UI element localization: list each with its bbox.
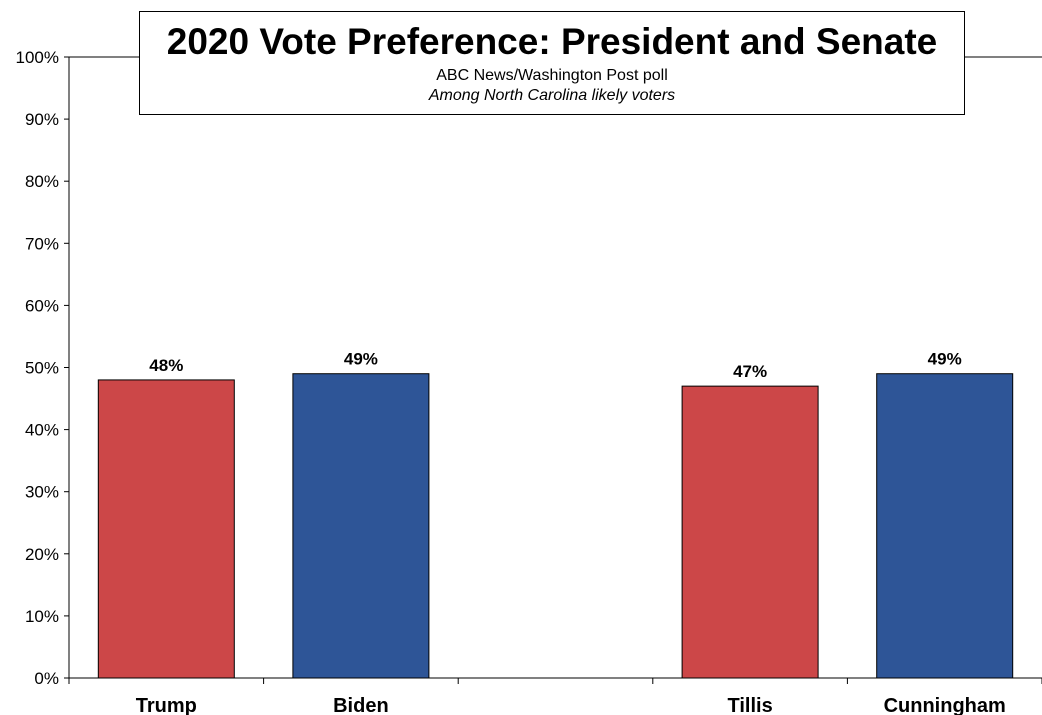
y-tick-label: 50% — [25, 359, 59, 378]
chart-title: 2020 Vote Preference: President and Sena… — [166, 21, 938, 62]
title-box: 2020 Vote Preference: President and Sena… — [139, 11, 965, 115]
y-tick-label: 80% — [25, 172, 59, 191]
bar-cunningham — [876, 373, 1014, 679]
y-tick-label: 40% — [25, 421, 59, 440]
y-tick-label: 10% — [25, 607, 59, 626]
bars — [97, 373, 1014, 679]
bar-tillis — [681, 385, 819, 679]
bar-trump — [97, 379, 235, 679]
y-tick-label: 20% — [25, 545, 59, 564]
y-tick-label: 70% — [25, 234, 59, 253]
data-label: 49% — [344, 350, 378, 369]
y-tick-label: 0% — [34, 669, 59, 688]
y-tick-label: 60% — [25, 296, 59, 315]
y-tick-label: 100% — [16, 48, 59, 67]
category-label: Biden — [333, 695, 389, 715]
chart-subtitle: ABC News/Washington Post poll — [436, 67, 668, 84]
data-label: 48% — [149, 356, 183, 375]
chart-note: Among North Carolina likely voters — [428, 87, 676, 104]
data-label: 49% — [928, 350, 962, 369]
labels: 48% Trump 49% Biden 47% Tillis 49% Cunningham — [136, 350, 1006, 715]
category-label: Trump — [136, 695, 197, 715]
category-label: Tillis — [727, 695, 772, 715]
bar-biden — [292, 373, 430, 679]
y-tick-label: 30% — [25, 483, 59, 502]
data-label: 47% — [733, 362, 767, 381]
category-label: Cunningham — [884, 695, 1006, 715]
y-tick-label: 90% — [25, 110, 59, 129]
